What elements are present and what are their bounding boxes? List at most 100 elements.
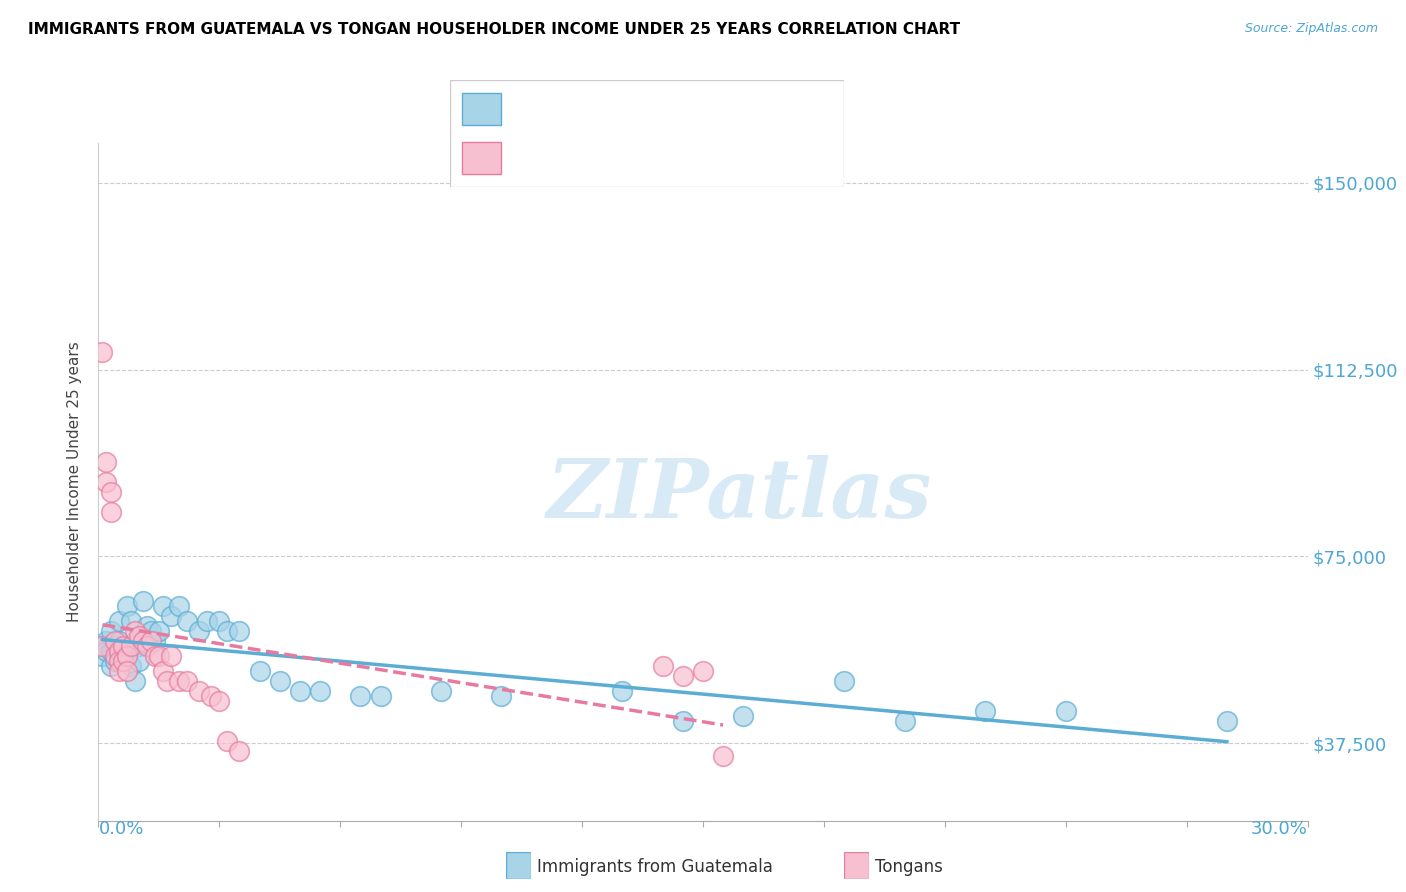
Point [152,664,174,678]
Point [91,639,114,653]
Point [430,684,453,698]
Point [309,684,332,698]
Point [120,639,142,653]
Point [672,714,695,728]
Point [135,639,157,653]
Point [100,659,122,673]
Point [167,674,190,689]
Point [370,689,392,703]
Point [249,664,271,678]
Point [176,614,198,628]
Point [208,694,231,708]
Text: Tongans: Tongans [875,858,942,876]
Point [128,629,150,643]
Point [100,505,122,519]
Point [103,649,125,664]
Point [188,624,211,639]
Text: −0.205: −0.205 [568,102,628,117]
Point [200,689,222,703]
FancyBboxPatch shape [461,93,501,125]
Point [651,659,673,673]
Text: Immigrants from Guatemala: Immigrants from Guatemala [537,858,773,876]
Point [91,649,114,664]
Point [893,714,915,728]
Point [100,624,122,639]
Text: Source: ZipAtlas.com: Source: ZipAtlas.com [1244,22,1378,36]
Point [96,644,118,658]
Point [120,614,142,628]
Point [100,644,122,658]
Point [111,639,134,653]
Point [139,624,162,639]
Point [692,664,714,678]
Point [156,674,179,689]
Point [711,748,734,763]
Point [115,599,138,614]
Point [148,624,170,639]
Point [128,639,150,653]
Point [143,634,166,648]
Text: N =: N = [666,102,710,117]
Text: IMMIGRANTS FROM GUATEMALA VS TONGAN HOUSEHOLDER INCOME UNDER 25 YEARS CORRELATIO: IMMIGRANTS FROM GUATEMALA VS TONGAN HOUS… [28,22,960,37]
Point [115,649,138,664]
Point [160,649,183,664]
Point [188,684,211,698]
Point [139,634,162,648]
Point [96,634,118,648]
Point [288,684,311,698]
Point [269,674,291,689]
FancyBboxPatch shape [461,143,501,175]
Point [91,639,114,653]
Point [148,649,170,664]
Point [115,649,138,664]
Point [228,624,250,639]
Text: R =: R = [517,102,550,117]
Point [132,594,155,608]
Point [176,674,198,689]
Point [103,634,125,648]
Point [107,664,129,678]
Point [107,634,129,648]
Point [103,654,125,668]
Text: −0.217: −0.217 [568,151,628,166]
Point [107,644,129,658]
Point [167,599,190,614]
Point [491,689,513,703]
Text: 30.0%: 30.0% [1251,820,1308,838]
Point [120,659,142,673]
Y-axis label: Householder Income Under 25 years: Householder Income Under 25 years [67,342,83,622]
Point [217,734,239,748]
Point [107,614,129,628]
Point [135,619,157,633]
Text: 37: 37 [734,151,755,166]
Text: 0.0%: 0.0% [98,820,143,838]
Point [195,614,218,628]
Point [132,634,155,648]
Point [128,654,150,668]
Point [208,614,231,628]
Point [124,624,146,639]
Point [124,634,146,648]
Point [217,624,239,639]
Point [832,674,855,689]
Point [143,649,166,664]
Point [152,599,174,614]
Point [1054,704,1077,718]
Point [96,455,118,469]
Point [111,644,134,658]
Text: 51: 51 [734,102,755,117]
FancyBboxPatch shape [450,80,844,187]
Point [160,609,183,624]
Point [974,704,997,718]
Point [107,654,129,668]
Point [100,484,122,499]
Point [672,669,695,683]
Point [349,689,371,703]
Point [103,639,125,653]
Text: ZIPatlas: ZIPatlas [547,455,932,535]
Point [91,345,114,359]
Point [228,744,250,758]
Point [115,664,138,678]
Point [96,475,118,489]
Point [124,674,146,689]
